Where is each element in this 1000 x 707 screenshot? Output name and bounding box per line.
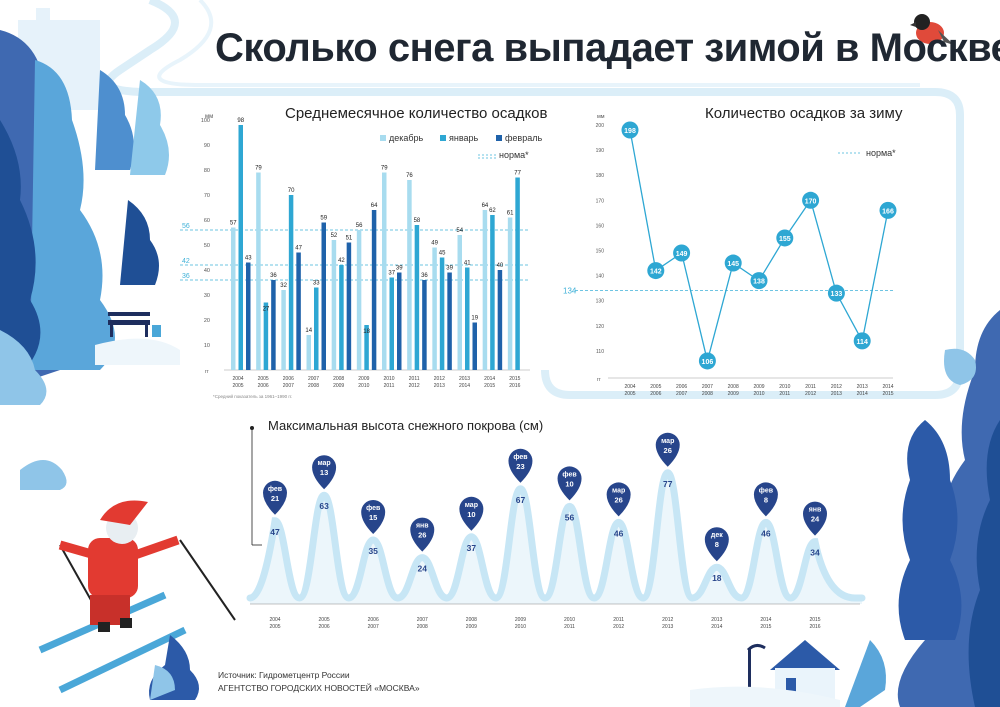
ribbon-path-2 — [157, 0, 920, 87]
trees-right — [845, 310, 1000, 707]
house-illustration — [690, 640, 840, 707]
source-text: Источник: Гидрометцентр России — [218, 670, 350, 680]
ribbon-path — [104, 0, 964, 399]
source-note: Источник: Гидрометцентр России АГЕНТСТВО… — [218, 669, 420, 695]
trees-left — [0, 30, 169, 490]
bullfinch-icon — [910, 14, 954, 45]
chart1-title: Среднемесячное количество осадков — [285, 105, 548, 122]
page-title: Сколько снега выпадает зимой в Москве — [215, 26, 1000, 70]
skier-illustration — [38, 500, 236, 694]
chart2-title: Количество осадков за зиму — [705, 105, 903, 122]
chart3-title: Максимальная высота снежного покрова (см… — [268, 418, 544, 433]
small-trees-bottom — [149, 635, 199, 700]
agency-text: АГЕНТСТВО ГОРОДСКИХ НОВОСТЕЙ «МОСКВА» — [218, 683, 420, 693]
bench-illustration — [95, 312, 180, 365]
